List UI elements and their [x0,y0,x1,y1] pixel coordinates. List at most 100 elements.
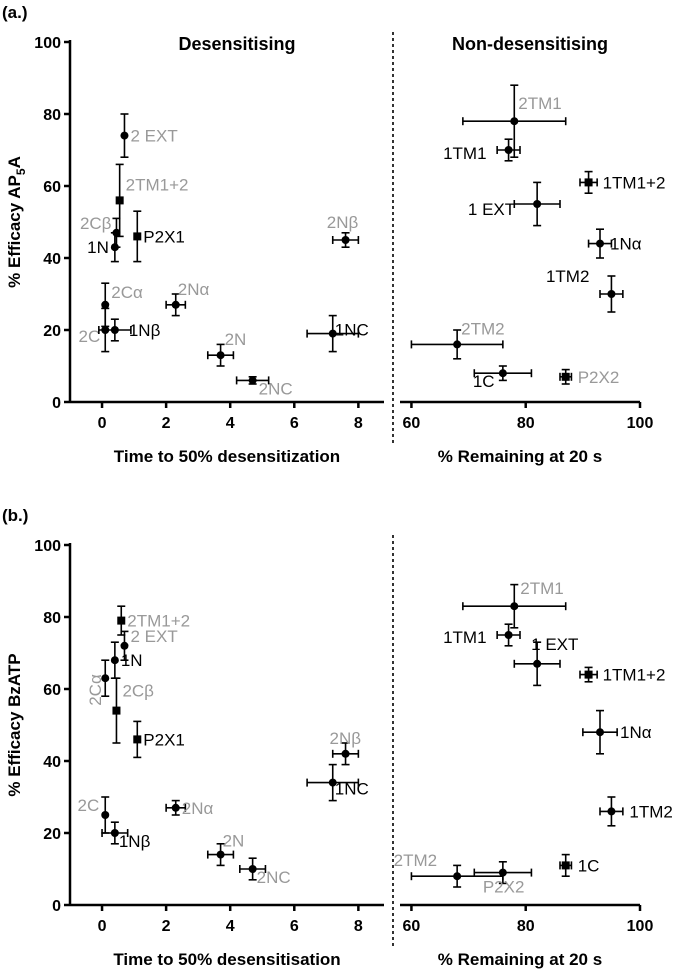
circle-marker [510,117,519,126]
data-point: 2TM1 [462,84,567,158]
data-point: 1Nβ [101,821,151,851]
point-label: 2N [225,330,247,349]
circle-marker [110,243,119,252]
data-point: 1TM1+2 [579,170,665,194]
x-tick-label: 2 [162,918,171,935]
right-x-axis-title: % Remaining at 20 s [438,447,602,466]
data-point: 2Cα [86,659,110,706]
point-label: 1TM2 [546,267,589,286]
y-axis-title-text: % Efficacy BzATP [5,653,24,796]
data-point: 2Nβ [327,213,360,248]
right-subplot: 60 80 100 % Remaining at 20 s 2TM1 1TM1 1 EXT 1… [394,579,673,969]
panel-label: (a.) [2,3,28,22]
y-tick-label: 100 [34,35,61,52]
circle-marker [533,200,542,208]
circle-marker [216,850,225,859]
y-axis-title-text: % Efficacy AP [5,175,24,288]
data-point: 2TM1+2 [117,605,190,636]
circle-marker [328,329,337,338]
data-point: 2N [206,832,244,867]
point-label: 1TM2 [629,802,672,821]
circle-marker [453,340,462,349]
data-point: 2 EXT [120,627,178,662]
circle-marker [248,865,257,873]
x-tick-label: 6 [290,415,299,432]
y-tick-label: 40 [43,754,61,771]
point-label: 1C [473,372,495,391]
x-tick-label: 4 [226,415,235,432]
circle-marker [328,778,337,787]
data-point: P2X2 [559,368,620,387]
y-tick-label: 60 [43,179,61,196]
circle-marker [498,868,507,877]
circle-marker [216,351,225,360]
point-label: 1C [578,856,600,875]
point-label: 2C [79,327,101,346]
x-tick-label: 60 [403,918,421,935]
x-tick-label: 100 [627,918,654,935]
x-tick-label: 6 [290,918,299,935]
y-tick-label: 40 [43,251,61,268]
x-tick-label: 100 [627,415,654,432]
circle-marker [504,146,513,154]
point-label: 2TM2 [394,851,437,870]
left-region-title: Desensitising [178,34,295,54]
data-point: 1TM2 [599,796,673,827]
panel-label: (b.) [2,506,28,525]
point-label: 2 EXT [130,127,177,146]
left-x-axis-title: Time to 50% desensitisation [113,950,340,969]
panel-a: (a.) % Efficacy AP5A 0 20 40 60 80 100 0 2 4 6 8 Time… [2,3,665,466]
right-subplot: 60 80 100 % Remaining at 20 s Non-desensitis… [400,34,665,466]
data-point: 1 EXT [513,635,578,687]
point-label: 2Cβ [80,214,112,233]
circle-marker [110,326,119,334]
circle-marker [341,749,350,758]
data-point: 1Nα [582,709,652,755]
square-marker [584,178,593,187]
square-marker [112,706,121,715]
y-tick-label: 80 [43,107,61,124]
left-subplot: 0 2 4 6 8 Time to 50% desensitization Desensit… [70,34,384,466]
data-point: 2Nα [165,280,210,317]
data-point: 2C [78,796,110,834]
square-marker [115,196,124,205]
point-label: 2Cα [86,674,105,706]
circle-marker [120,641,129,650]
data-point: 2Nβ [330,729,361,766]
point-label: 1N [121,651,143,670]
point-label: P2X1 [143,730,185,749]
y-tick-label: 0 [52,395,61,412]
point-label: 2TM1+2 [127,612,190,631]
circle-marker [596,239,604,248]
x-tick-label: 4 [226,918,235,935]
point-label: 2TM1 [518,94,561,113]
point-label: 1Nα [610,235,642,254]
data-point: 2TM1+2 [115,163,189,238]
circle-marker [120,131,129,140]
data-point: 2N [206,330,247,367]
point-label: 2Nα [178,280,210,299]
circle-marker [453,872,462,881]
circle-marker [504,631,513,639]
point-label: 2NC [259,379,293,398]
data-point: 1N [87,232,119,263]
point-label: 1 EXT [468,200,515,219]
data-point: 2Cα [101,282,143,328]
point-label: 1TM1 [443,144,486,163]
point-label: 2 EXT [130,627,177,646]
data-point: 2Nα [165,799,213,818]
data-point: 2NC [239,857,291,887]
x-tick-label: 2 [162,415,171,432]
data-point: 1TM1 [443,623,521,647]
y-axis-title-text-end: A [5,156,24,168]
circle-marker [248,376,257,385]
point-label: 1NC [335,780,369,799]
data-point: P2X1 [133,210,185,263]
y-tick-label: 80 [43,610,61,627]
data-point: 1TM1 [443,138,521,163]
point-label: P2X2 [578,368,620,387]
y-axis-title: % Efficacy BzATP [5,653,24,796]
data-point: 2TM2 [410,319,505,360]
point-label: 2TM2 [461,319,504,338]
